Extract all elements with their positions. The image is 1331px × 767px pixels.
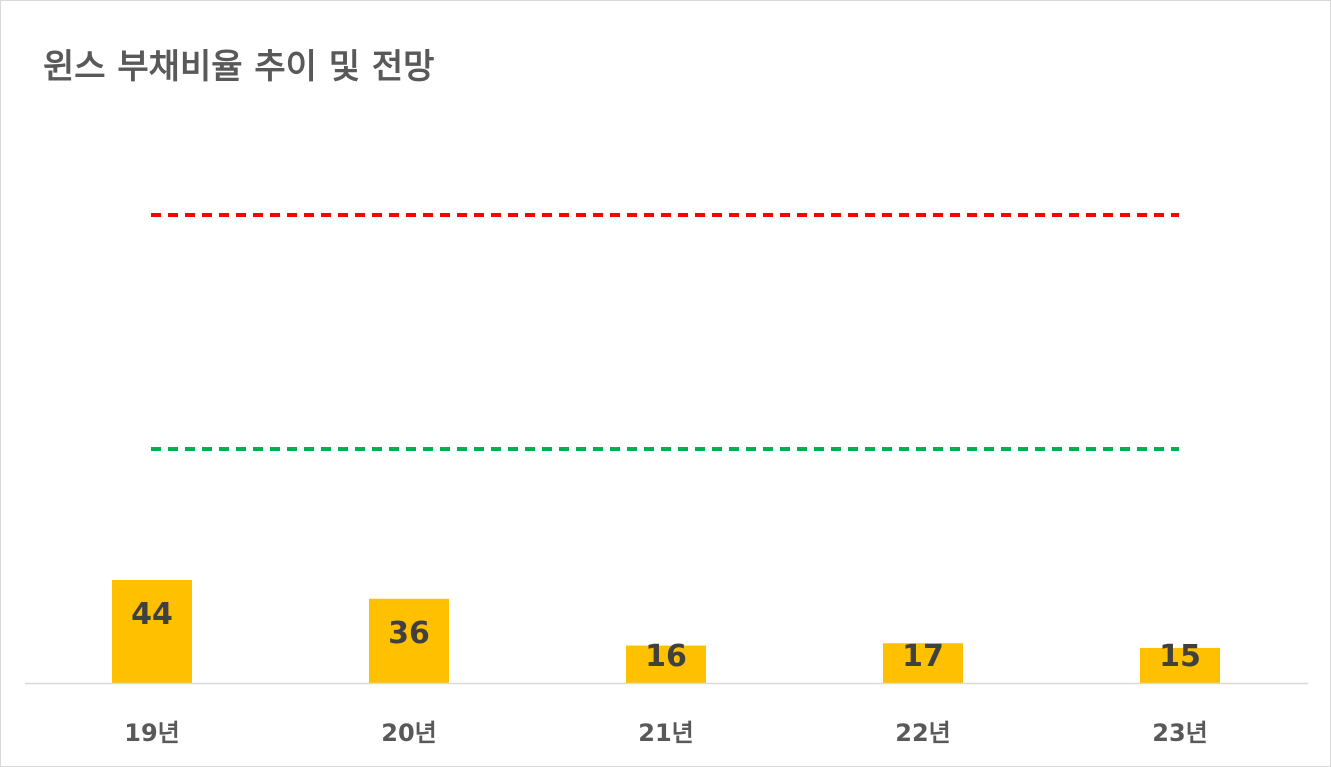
category-label-3: 21년 xyxy=(638,719,693,747)
data-label-2: 36 xyxy=(388,616,430,651)
category-label-1: 19년 xyxy=(124,719,179,747)
bar-3 xyxy=(626,645,706,683)
category-label-2: 20년 xyxy=(381,719,436,747)
category-label-4: 22년 xyxy=(895,719,950,747)
bar-4 xyxy=(883,643,963,683)
data-label-4: 17 xyxy=(902,639,944,674)
category-label-5: 23년 xyxy=(1152,719,1207,747)
bar-2 xyxy=(369,598,449,683)
data-label-3: 16 xyxy=(645,639,687,674)
bar-1 xyxy=(112,580,192,683)
data-label-1: 44 xyxy=(131,597,173,632)
data-label-5: 15 xyxy=(1159,639,1201,674)
chart-title: 윈스 부채비율 추이 및 전망 xyxy=(43,47,435,87)
bar-5 xyxy=(1140,647,1220,683)
